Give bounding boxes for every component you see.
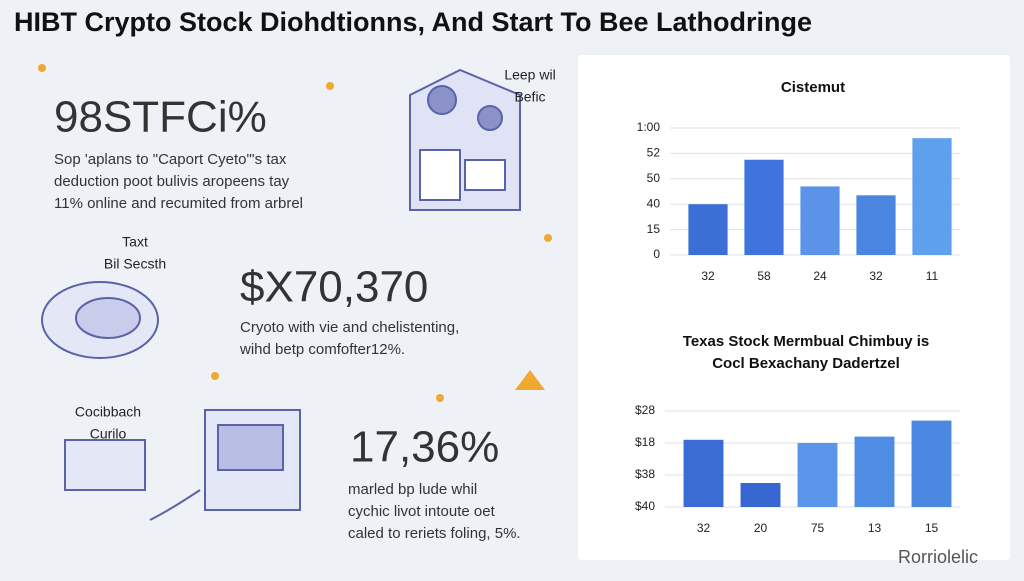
x-tick-label: 13 <box>868 521 882 535</box>
x-tick-label: 75 <box>811 521 825 535</box>
x-tick-label: 58 <box>757 269 771 283</box>
bar <box>854 436 895 507</box>
bar <box>688 204 728 255</box>
x-tick-label: 32 <box>869 269 883 283</box>
x-tick-label: 15 <box>925 521 939 535</box>
stat-description: caled to reriets foling, 5%. <box>348 525 521 542</box>
y-tick-label: 52 <box>647 146 661 160</box>
bar <box>800 186 840 255</box>
x-tick-label: 32 <box>701 269 715 283</box>
brand: Rorriolelic <box>898 547 978 567</box>
stat-description: cychic livot intoute oet <box>348 503 496 520</box>
stat-description: wihd betp comfofter12%. <box>239 341 405 358</box>
icon-label: Taxt <box>122 234 148 250</box>
page-title: HIBT Crypto Stock Diohdtionns, And Start… <box>14 7 812 37</box>
y-tick-label: $18 <box>635 435 655 449</box>
x-tick-label: 24 <box>813 269 827 283</box>
icon-label: Befic <box>514 89 545 105</box>
bar <box>740 483 781 507</box>
bar <box>912 138 952 255</box>
icon-coins <box>41 281 159 359</box>
stat-description: Cryoto with vie and chelistenting, <box>240 319 459 336</box>
stat-description: Sop 'aplans to "Caport Cyeto"'s tax <box>54 151 287 168</box>
stat-description: marled bp lude whil <box>348 481 477 498</box>
decor-stars <box>38 64 552 402</box>
bar <box>744 159 784 255</box>
y-tick-label: 1:00 <box>637 120 661 134</box>
y-tick-label: $28 <box>635 403 655 417</box>
chart-title: Cistemut <box>781 79 845 96</box>
icon-label: Curilo <box>90 426 127 442</box>
icon-label: Cocibbach <box>75 404 141 420</box>
bar <box>911 420 952 507</box>
bar <box>683 439 724 507</box>
y-tick-label: 50 <box>647 171 661 185</box>
y-tick-label: 15 <box>647 222 661 236</box>
stat-value: 17,36% <box>350 423 499 472</box>
chart-title: Texas Stock Mermbual Chimbuy is <box>683 333 929 350</box>
icon-devices <box>64 409 301 521</box>
y-tick-label: $40 <box>635 499 655 513</box>
x-tick-label: 11 <box>926 269 939 283</box>
y-tick-label: $38 <box>635 467 655 481</box>
chart-title: Cocl Bexachany Dadertzel <box>712 355 900 372</box>
y-tick-label: 0 <box>653 247 660 261</box>
stat-value: $X70,370 <box>240 263 428 312</box>
stat-value: 98STFCi% <box>54 93 267 142</box>
chart-panel <box>578 55 1010 560</box>
stat-description: 11% online and recumited from arbrel <box>54 195 303 212</box>
x-tick-label: 32 <box>697 521 711 535</box>
icon-label: Leep wil <box>504 67 555 83</box>
y-tick-label: 40 <box>647 196 661 210</box>
bar <box>797 443 838 507</box>
icon-documents <box>409 68 521 211</box>
bar <box>856 195 896 255</box>
stat-description: deduction poot bulivis aropeens tay <box>54 173 290 190</box>
x-tick-label: 20 <box>754 521 768 535</box>
icon-label: Bil Secsth <box>104 256 166 272</box>
